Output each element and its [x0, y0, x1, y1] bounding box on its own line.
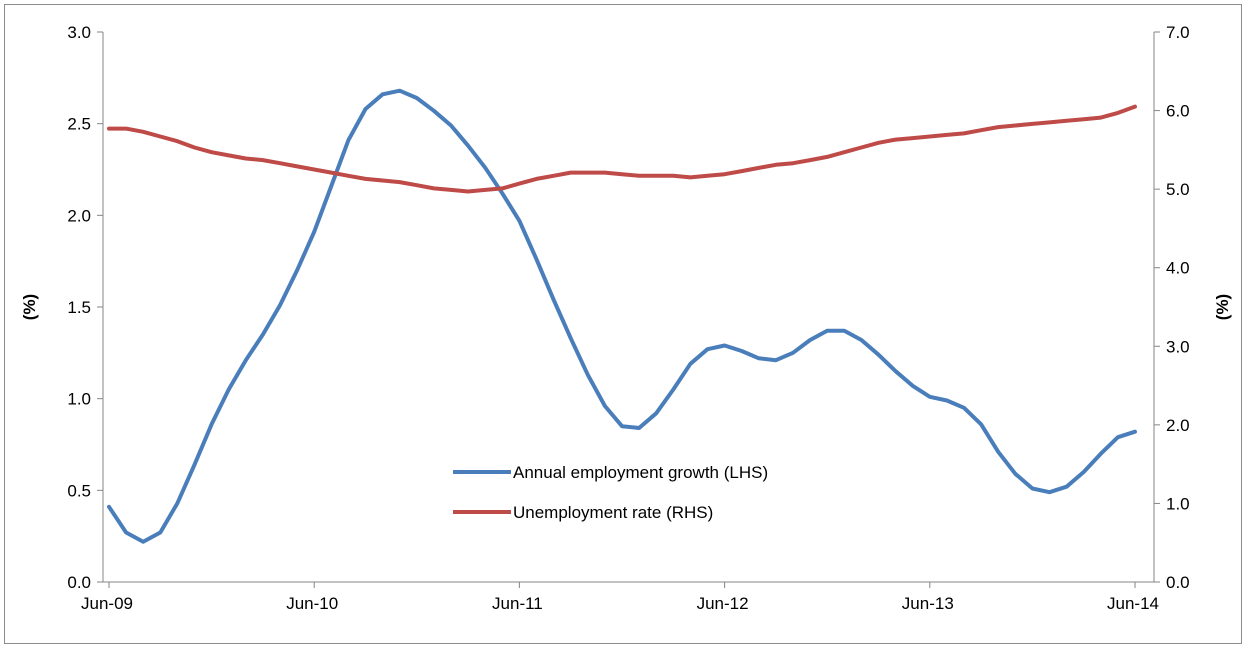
legend: Annual employment growth (LHS) Unemployme… [453, 463, 768, 522]
unemployment-rate-line [107, 104, 1137, 194]
right-tick-label: 5.0 [1166, 180, 1190, 199]
right-axis-title: (%) [1213, 294, 1232, 320]
right-tick-label: 4.0 [1166, 259, 1190, 278]
x-tick-label: Jun-12 [697, 594, 749, 613]
axes: (%) (%) [20, 32, 1232, 583]
x-tick-label: Jun-13 [902, 594, 954, 613]
x-tick-label: Jun-14 [1107, 594, 1159, 613]
x-tick-label: Jun-09 [81, 594, 133, 613]
right-tick-label: 3.0 [1166, 337, 1190, 356]
left-tick-label: 1.5 [67, 298, 91, 317]
ticks: 0.0 0.5 1.0 1.5 2.0 2.5 3.0 0.0 1.0 2.0 3.0 4.0 5.0 6… [67, 23, 1189, 613]
left-tick-label: 0.5 [67, 481, 91, 500]
legend-label-employment: Annual employment growth (LHS) [513, 463, 768, 482]
employment-growth-line [107, 88, 1137, 544]
series-lines [107, 88, 1137, 544]
chart-frame: (%) (%) 0.0 0.5 1.0 1.5 2.0 2.5 3.0 0.0 1.0 2.0 3.0… [4, 4, 1242, 644]
left-tick-label: 1.0 [67, 390, 91, 409]
line-chart: (%) (%) 0.0 0.5 1.0 1.5 2.0 2.5 3.0 0.0 1.0 2.0 3.0… [20, 23, 1232, 613]
x-tick-label: Jun-10 [286, 594, 338, 613]
right-tick-label: 2.0 [1166, 416, 1190, 435]
left-axis-title: (%) [20, 294, 39, 320]
legend-label-unemployment: Unemployment rate (RHS) [513, 503, 713, 522]
left-tick-label: 2.5 [67, 115, 91, 134]
left-tick-label: 2.0 [67, 206, 91, 225]
right-tick-label: 1.0 [1166, 494, 1190, 513]
right-tick-label: 0.0 [1166, 573, 1190, 592]
left-tick-label: 3.0 [67, 23, 91, 42]
right-tick-label: 6.0 [1166, 102, 1190, 121]
right-tick-label: 7.0 [1166, 23, 1190, 42]
left-tick-label: 0.0 [67, 573, 91, 592]
x-tick-label: Jun-11 [492, 594, 543, 613]
